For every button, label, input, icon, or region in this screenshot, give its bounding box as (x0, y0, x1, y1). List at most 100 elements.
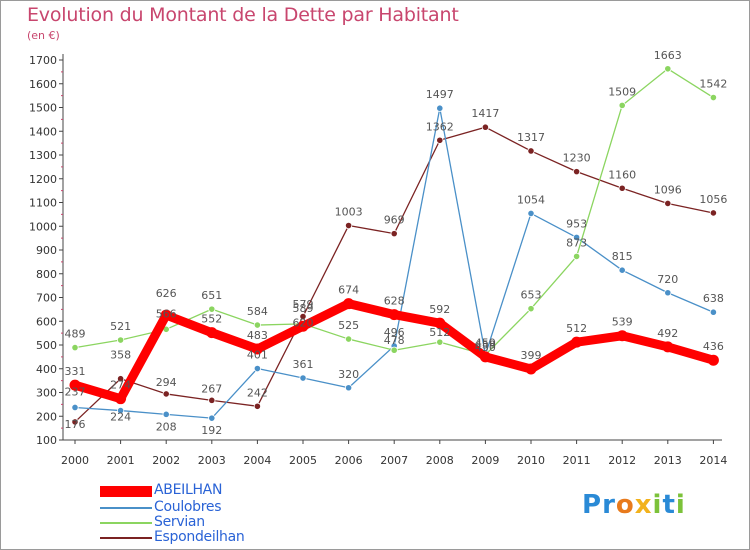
y-tick-label: 100 (36, 434, 57, 447)
data-point-espondeilhan (618, 184, 626, 192)
data-point-servian (527, 305, 535, 313)
data-point-coulobres (572, 233, 581, 242)
data-label-coulobres: 237 (65, 385, 86, 398)
data-label-servian: 478 (384, 334, 405, 347)
data-label-coulobres: 1054 (517, 193, 545, 206)
data-label-abeilhan: 674 (338, 284, 359, 297)
data-point-abeilhan (115, 393, 127, 405)
legend-label-espondeilhan: Espondeilhan (154, 529, 245, 545)
data-point-coulobres (709, 308, 718, 316)
series-layer (69, 65, 719, 426)
data-label-coulobres: 638 (703, 292, 724, 305)
proxiti-logo: Proxiti (582, 490, 686, 520)
legend-swatch-abeilhan (100, 486, 152, 497)
x-tick-label: 2007 (380, 454, 408, 467)
data-point-abeilhan (434, 317, 446, 329)
legend-swatch-espondeilhan (100, 537, 152, 539)
data-label-abeilhan: 450 (475, 341, 496, 354)
data-label-abeilhan: 274 (110, 379, 131, 392)
data-label-servian: 1663 (654, 49, 682, 62)
data-label-coulobres: 953 (566, 217, 587, 230)
data-point-espondeilhan (709, 209, 718, 217)
chart-title: Evolution du Montant de la Dette par Hab… (27, 4, 459, 26)
data-point-abeilhan (707, 354, 719, 366)
data-label-coulobres: 192 (201, 424, 222, 437)
data-label-espondeilhan: 620 (293, 317, 314, 330)
x-tick-label: 2009 (471, 454, 499, 467)
x-tick-label: 2003 (198, 454, 226, 467)
data-point-abeilhan (616, 330, 628, 342)
y-tick-label: 1500 (29, 102, 57, 115)
logo-letter: o (615, 490, 635, 520)
y-tick-label: 500 (36, 339, 57, 352)
logo-letter: t (662, 490, 676, 520)
y-tick-label: 1000 (29, 220, 57, 233)
data-label-coulobres: 815 (612, 250, 633, 263)
data-point-servian (709, 93, 718, 102)
data-point-coulobres (527, 209, 535, 218)
data-label-coulobres: 459 (475, 337, 496, 350)
data-label-servian: 873 (566, 236, 587, 249)
data-point-abeilhan (251, 343, 263, 355)
logo-letter: r (602, 490, 616, 520)
data-point-espondeilhan (390, 230, 398, 238)
data-label-abeilhan: 399 (521, 349, 542, 362)
x-tick-label: 2013 (654, 454, 682, 467)
data-label-abeilhan: 483 (247, 329, 268, 342)
data-point-abeilhan (525, 363, 537, 375)
data-point-espondeilhan (664, 199, 672, 208)
data-point-coulobres (253, 364, 261, 373)
y-tick-label: 800 (36, 268, 57, 281)
data-point-servian (664, 65, 672, 73)
y-tick-label: 1100 (29, 197, 57, 210)
data-point-servian (618, 101, 626, 109)
data-point-abeilhan (343, 298, 355, 310)
data-label-abeilhan: 552 (201, 313, 222, 326)
data-label-espondeilhan: 1096 (654, 183, 682, 196)
logo-letter: i (652, 490, 663, 520)
data-label-coulobres: 320 (338, 368, 359, 381)
data-point-coulobres (618, 266, 626, 274)
data-point-coulobres (436, 104, 444, 112)
x-axis-ticks: 2000 2001 2002 2003 2004 2005 2006 2007 2008 2009… (61, 440, 727, 467)
x-tick-label: 2008 (426, 454, 454, 467)
data-label-servian: 512 (429, 326, 450, 339)
data-label-coulobres: 361 (293, 358, 314, 371)
x-tick-label: 2014 (699, 454, 727, 467)
data-label-espondeilhan: 267 (201, 382, 222, 395)
data-point-servian (208, 305, 216, 313)
y-tick-label: 200 (36, 410, 57, 423)
data-point-coulobres (117, 406, 125, 415)
data-point-servian (436, 338, 444, 346)
data-point-servian (390, 346, 398, 354)
x-tick-label: 2002 (152, 454, 180, 467)
y-tick-label: 1700 (29, 54, 57, 67)
data-label-espondeilhan: 1230 (563, 152, 591, 165)
data-point-coulobres (208, 414, 216, 422)
y-tick-label: 700 (36, 292, 57, 305)
data-point-espondeilhan (527, 147, 535, 155)
data-label-abeilhan: 539 (612, 316, 633, 329)
legend-label-coulobres: Coulobres (154, 499, 222, 515)
data-label-servian: 651 (201, 289, 222, 302)
x-tick-label: 2006 (335, 454, 363, 467)
data-label-servian: 1509 (608, 85, 636, 98)
data-label-espondeilhan: 358 (110, 349, 131, 362)
data-label-servian: 525 (338, 319, 359, 332)
x-tick-label: 2010 (517, 454, 545, 467)
legend-swatch-coulobres (100, 507, 152, 509)
legend-label-abeilhan: ABEILHAN (154, 482, 223, 498)
logo-letter: x (634, 490, 653, 520)
y-tick-label: 1200 (29, 173, 57, 186)
data-point-abeilhan (662, 341, 674, 353)
data-point-espondeilhan (344, 221, 353, 230)
data-point-espondeilhan (162, 390, 170, 398)
data-point-abeilhan (206, 327, 218, 339)
y-tick-label: 900 (36, 244, 57, 257)
x-tick-label: 2004 (243, 454, 271, 467)
data-label-abeilhan: 592 (429, 303, 450, 316)
data-label-espondeilhan: 294 (156, 376, 177, 389)
data-label-abeilhan: 492 (657, 327, 678, 340)
